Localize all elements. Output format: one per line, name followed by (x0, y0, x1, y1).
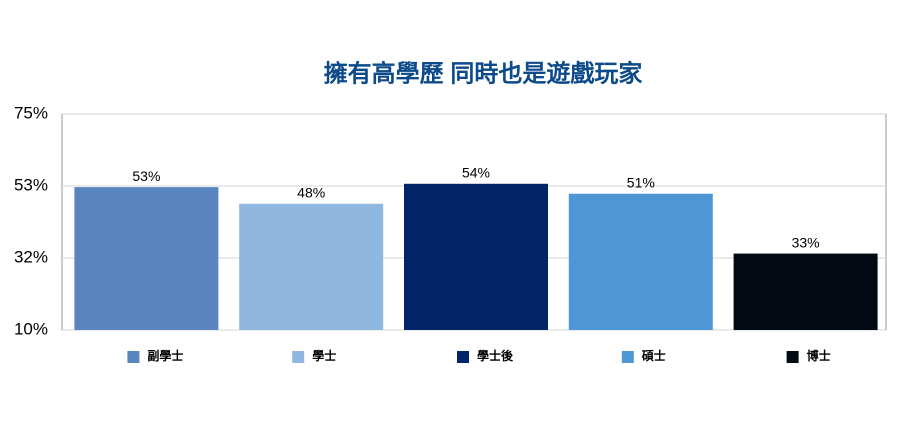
y-tick-label: 75% (14, 103, 48, 122)
bar (239, 203, 384, 330)
legend-swatch (127, 351, 140, 363)
y-tick-label: 10% (14, 319, 48, 338)
bar (74, 187, 219, 330)
y-tick-label: 53% (14, 175, 48, 194)
legend-label: 碩士 (642, 348, 666, 363)
legend-label: 博士 (807, 348, 831, 363)
legend-swatch (786, 351, 799, 363)
y-tick-label: 32% (14, 247, 48, 266)
data-label: 33% (792, 234, 820, 250)
legend-label: 學士 (312, 348, 336, 363)
bar (733, 253, 878, 330)
chart-title: 擁有高學歷 同時也是遊戲玩家 (324, 59, 643, 87)
legend-label: 學士後 (477, 348, 514, 363)
bar (568, 193, 713, 330)
data-label: 48% (297, 184, 325, 200)
legend-swatch (292, 351, 305, 363)
data-label: 54% (462, 164, 490, 180)
data-label: 51% (627, 174, 655, 190)
legend-swatch (621, 351, 634, 363)
legend-swatch (457, 351, 469, 363)
bar (404, 183, 548, 330)
data-label: 53% (132, 168, 160, 184)
legend-label: 副學士 (147, 348, 183, 363)
